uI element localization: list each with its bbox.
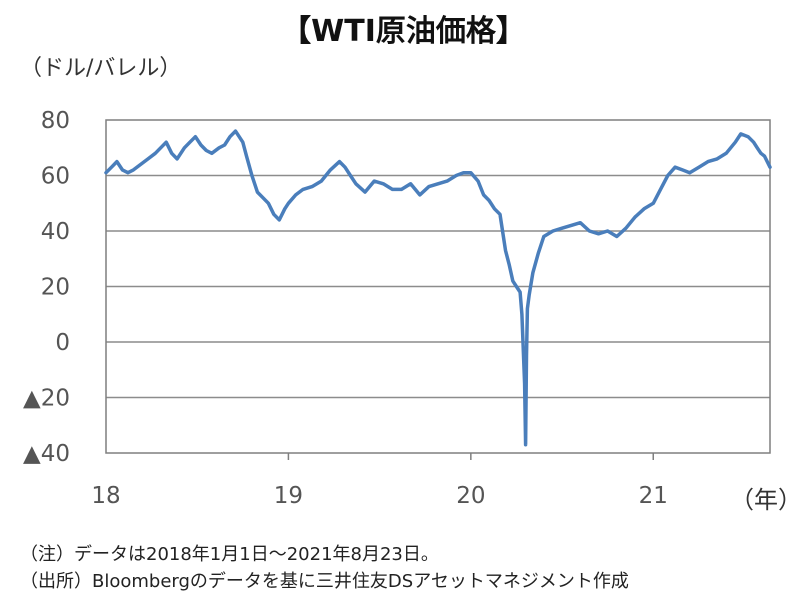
y-tick-label: 0 — [55, 330, 70, 356]
y-tick-label: 60 — [41, 164, 70, 190]
x-tick-label: 18 — [91, 483, 120, 509]
y-tick-label: ▲20 — [23, 386, 70, 412]
y-tick-label: 20 — [41, 275, 70, 301]
x-axis-unit-label: （年） — [730, 486, 802, 514]
footnote-note: （注）データは2018年1月1日～2021年8月23日。 — [20, 544, 439, 565]
x-tick-label: 21 — [639, 483, 668, 509]
x-tick-label: 20 — [456, 483, 485, 509]
y-tick-label: ▲40 — [23, 441, 70, 467]
plot-frame — [105, 119, 771, 454]
gridlines — [106, 174, 770, 399]
y-tick-label: 80 — [41, 108, 70, 134]
chart-title: 【WTI原油価格】 — [281, 14, 526, 49]
y-axis-unit-label: （ドル/バレル） — [20, 56, 182, 81]
series-line-wti — [104, 129, 772, 447]
footnote-source: （出所）Bloombergのデータを基に三井住友DSアセットマネジメント作成 — [20, 571, 629, 592]
y-tick-label: 40 — [41, 219, 70, 245]
series-group — [104, 129, 772, 447]
x-tick-labels: 18 19 20 21 — [91, 453, 668, 509]
y-tick-labels: 80 60 40 20 0 ▲20 ▲40 — [23, 108, 70, 467]
x-tick-label: 19 — [274, 483, 303, 509]
